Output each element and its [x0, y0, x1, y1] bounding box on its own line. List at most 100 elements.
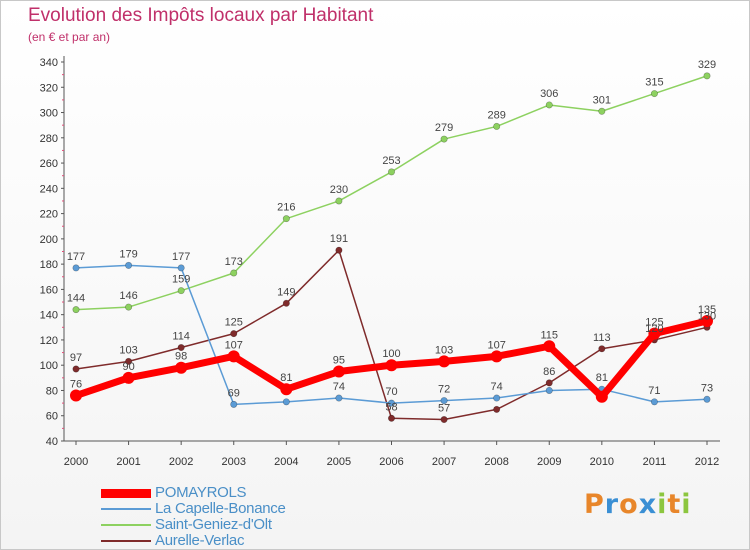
data-point-la-capelle-bonance [72, 264, 80, 272]
data-label-la-capelle-bonance: 69 [228, 387, 240, 399]
data-label-la-capelle-bonance: 81 [596, 372, 608, 384]
data-label-aurelle-verlac: 97 [70, 352, 82, 364]
chart-title: Evolution des Impôts locaux par Habitant [28, 5, 374, 26]
data-point-pomayrols [543, 340, 556, 353]
data-point-la-capelle-bonance [703, 395, 711, 403]
x-tick-label: 2009 [537, 456, 561, 468]
data-label-pomayrols: 95 [333, 355, 345, 367]
data-label-aurelle-verlac: 113 [593, 332, 611, 344]
x-tick-label: 2002 [169, 456, 193, 468]
legend-item-pomayrols: POMAYROLS [101, 484, 361, 501]
data-point-saint-geniez-d-olt [440, 135, 448, 143]
data-point-la-capelle-bonance [335, 394, 343, 402]
data-label-la-capelle-bonance: 72 [438, 384, 450, 396]
data-label-saint-geniez-d-olt: 315 [645, 77, 663, 89]
data-label-aurelle-verlac: 114 [172, 331, 190, 343]
legend-label-aurelle-verlac: Aurelle-Verlac [155, 532, 245, 549]
data-label-aurelle-verlac: 149 [277, 286, 295, 298]
x-tick-label: 2001 [116, 456, 140, 468]
data-label-aurelle-verlac: 103 [119, 344, 137, 356]
data-point-aurelle-verlac [230, 330, 238, 338]
data-label-aurelle-verlac: 58 [385, 401, 397, 413]
data-point-la-capelle-bonance [177, 264, 185, 272]
data-label-la-capelle-bonance: 177 [67, 251, 85, 263]
data-point-saint-geniez-d-olt [335, 197, 343, 205]
data-point-pomayrols [595, 390, 608, 403]
data-point-pomayrols [490, 350, 503, 363]
legend-swatch-aurelle-verlac [101, 540, 151, 542]
data-label-pomayrols: 98 [175, 351, 187, 363]
legend-item-saint-geniez-d-olt: Saint-Geniez-d'Olt [101, 516, 361, 533]
data-point-aurelle-verlac [545, 379, 553, 387]
data-label-aurelle-verlac: 57 [438, 403, 450, 415]
data-label-la-capelle-bonance: 73 [701, 382, 713, 394]
data-label-saint-geniez-d-olt: 329 [698, 59, 716, 71]
data-point-saint-geniez-d-olt [282, 215, 290, 223]
data-point-saint-geniez-d-olt [177, 287, 185, 295]
data-label-pomayrols: 81 [280, 372, 292, 384]
x-tick-label: 2012 [695, 456, 719, 468]
x-tick-label: 2000 [64, 456, 88, 468]
data-label-saint-geniez-d-olt: 306 [540, 88, 558, 100]
data-label-la-capelle-bonance: 177 [172, 251, 190, 263]
data-label-pomayrols: 125 [645, 317, 663, 329]
data-label-saint-geniez-d-olt: 146 [119, 290, 137, 302]
data-label-aurelle-verlac: 120 [645, 323, 663, 335]
data-point-la-capelle-bonance [493, 394, 501, 402]
data-label-saint-geniez-d-olt: 159 [172, 274, 190, 286]
data-point-la-capelle-bonance [387, 399, 395, 407]
data-point-la-capelle-bonance [125, 261, 133, 269]
y-tick-label: 100 [40, 360, 58, 372]
data-label-saint-geniez-d-olt: 253 [382, 155, 400, 167]
data-label-saint-geniez-d-olt: 279 [435, 122, 453, 134]
legend-item-aurelle-verlac: Aurelle-Verlac [101, 532, 361, 549]
data-point-pomayrols [175, 361, 188, 374]
legend-label-la-capelle-bonance: La Capelle-Bonance [155, 500, 286, 517]
data-point-saint-geniez-d-olt [598, 107, 606, 115]
data-label-aurelle-verlac: 130 [698, 310, 716, 322]
data-label-saint-geniez-d-olt: 216 [277, 202, 295, 214]
data-point-saint-geniez-d-olt [72, 306, 80, 314]
x-tick-label: 2003 [222, 456, 246, 468]
data-point-aurelle-verlac [177, 344, 185, 352]
data-label-saint-geniez-d-olt: 230 [330, 184, 348, 196]
data-point-saint-geniez-d-olt [125, 303, 133, 311]
logo-letter: r [604, 489, 620, 520]
data-point-la-capelle-bonance [282, 398, 290, 406]
x-tick-label: 2010 [590, 456, 614, 468]
data-point-pomayrols [70, 389, 82, 402]
y-tick-label: 160 [40, 284, 58, 296]
data-point-la-capelle-bonance [545, 386, 553, 394]
data-label-pomayrols: 103 [435, 344, 453, 356]
data-label-pomayrols: 100 [382, 348, 400, 360]
data-label-pomayrols: 115 [540, 329, 558, 341]
proxiti-logo: Proxiti [584, 489, 692, 520]
chart-axes: 40 60 80 100 120 140 160 180 200 220 240 260 280 300 3… [40, 56, 720, 468]
logo-letter: t [667, 489, 682, 520]
logo-letter: P [584, 489, 605, 520]
data-label-saint-geniez-d-olt: 173 [225, 256, 243, 268]
y-tick-label: 80 [46, 385, 58, 397]
data-label-pomayrols: 107 [225, 339, 243, 351]
data-point-saint-geniez-d-olt [703, 72, 711, 80]
logo-letter: x [638, 489, 658, 520]
legend-item-la-capelle-bonance: La Capelle-Bonance [101, 500, 361, 517]
data-label-pomayrols: 90 [122, 361, 134, 373]
data-point-pomayrols [227, 350, 240, 363]
data-point-aurelle-verlac [125, 357, 133, 365]
legend-label-pomayrols: POMAYROLS [155, 484, 247, 501]
data-point-pomayrols [648, 327, 661, 340]
data-point-aurelle-verlac [72, 365, 80, 373]
data-point-la-capelle-bonance [650, 398, 658, 406]
y-tick-label: 220 [40, 209, 58, 221]
data-label-saint-geniez-d-olt: 301 [593, 94, 611, 106]
data-point-aurelle-verlac [282, 299, 290, 307]
data-point-aurelle-verlac [598, 345, 606, 353]
data-label-la-capelle-bonance: 70 [385, 386, 397, 398]
data-label-aurelle-verlac: 125 [225, 317, 243, 329]
data-label-la-capelle-bonance: 179 [119, 248, 137, 260]
data-label-pomayrols: 107 [487, 339, 505, 351]
data-point-aurelle-verlac [493, 405, 501, 413]
